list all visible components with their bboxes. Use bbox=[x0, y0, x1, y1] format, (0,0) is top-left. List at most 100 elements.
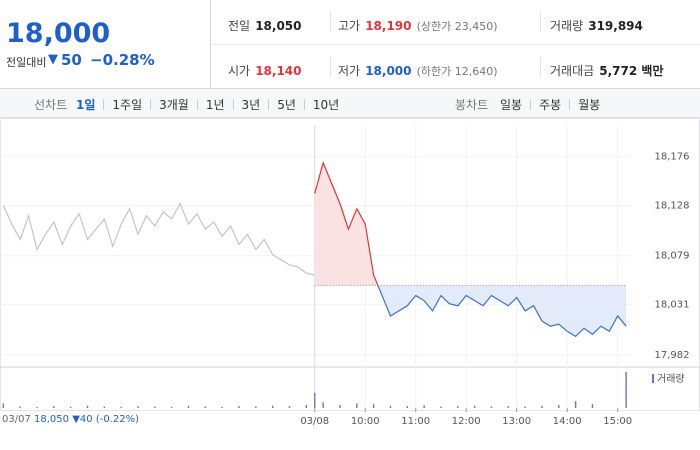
x-tick-label: 03/08 bbox=[300, 416, 329, 427]
tab[interactable]: 일봉 bbox=[500, 98, 523, 112]
caption-date: 03/07 bbox=[2, 414, 31, 425]
y-tick-label: 18,031 bbox=[655, 300, 690, 311]
volume-bar bbox=[137, 406, 139, 408]
stat-note: (상한가 23,450) bbox=[416, 20, 498, 33]
volume-bar bbox=[187, 405, 190, 408]
stat-value: 5,772 백만 bbox=[599, 64, 664, 78]
volume-bar bbox=[356, 403, 358, 408]
y-tick-label: 18,176 bbox=[655, 152, 690, 163]
stat-label: 거래량 bbox=[550, 19, 584, 33]
tab[interactable]: 5년 bbox=[277, 98, 296, 112]
x-tick-label: 14:00 bbox=[553, 416, 582, 427]
volume-bar bbox=[204, 406, 207, 408]
stat-label: 고가 bbox=[338, 19, 361, 33]
tab[interactable]: 3개월 bbox=[159, 98, 189, 112]
tab-group: 일봉 주봉 월봉 bbox=[500, 96, 600, 113]
tab[interactable]: 월봉 bbox=[578, 98, 601, 112]
y-tick-label: 18,079 bbox=[655, 251, 690, 262]
header: 18,000 전일대비 ▼ 50 −0.28% 전일 18,050 고가 18,… bbox=[0, 0, 700, 89]
volume-bar bbox=[305, 404, 308, 408]
tab-separator bbox=[303, 99, 305, 110]
line bbox=[314, 160, 627, 338]
y-tick-label: 17,982 bbox=[655, 350, 690, 361]
volume-bar bbox=[406, 406, 409, 408]
tab-separator bbox=[569, 99, 571, 110]
stat: 거래량 319,894 bbox=[550, 15, 643, 34]
stat-note: (하한가 12,640) bbox=[416, 65, 498, 78]
tab-separator bbox=[530, 99, 532, 110]
tab[interactable]: 10년 bbox=[312, 98, 340, 112]
change-pct: −0.28% bbox=[90, 51, 155, 69]
divider bbox=[330, 12, 331, 32]
tab-group-label: 봉차트 bbox=[455, 98, 489, 112]
divider bbox=[540, 57, 541, 77]
x-tick-label: 11:00 bbox=[401, 416, 430, 427]
divider bbox=[211, 44, 700, 45]
divider bbox=[330, 57, 331, 77]
volume-bar bbox=[490, 406, 493, 408]
volume-bar bbox=[288, 406, 291, 408]
volume-bar bbox=[53, 406, 55, 408]
change-arrow: ▼ bbox=[48, 52, 58, 67]
tab[interactable]: 3년 bbox=[241, 98, 261, 112]
volume-bar bbox=[103, 406, 106, 408]
tab-separator bbox=[150, 99, 152, 110]
tab[interactable]: 주봉 bbox=[539, 98, 562, 112]
caption-price: 18,050 bbox=[34, 414, 70, 425]
volume-bar bbox=[170, 406, 173, 408]
stat: 거래대금 5,772 백만 bbox=[550, 60, 663, 79]
x-tick-label: 12:00 bbox=[452, 416, 481, 427]
stat-value: 18,140 bbox=[255, 64, 302, 78]
volume-bar bbox=[574, 401, 577, 408]
volume-bar bbox=[473, 405, 476, 408]
volume-bar bbox=[457, 406, 459, 408]
tab-group-label: 선차트 bbox=[34, 98, 68, 112]
stat-value: 18,000 bbox=[365, 64, 412, 78]
x-tick-label: 10:00 bbox=[351, 416, 380, 427]
volume-bar bbox=[372, 404, 375, 408]
volume-bar bbox=[440, 406, 442, 408]
change: 50 bbox=[61, 51, 82, 69]
stat-value: 18,190 bbox=[365, 19, 412, 33]
volume-bar bbox=[271, 405, 274, 408]
legend-label: 거래량 bbox=[657, 373, 685, 385]
volume-bar bbox=[314, 392, 316, 408]
stat: 저가 18,000 (하한가 12,640) bbox=[338, 60, 498, 79]
area bbox=[314, 162, 627, 337]
volume-bar bbox=[19, 406, 21, 408]
volume-bar bbox=[255, 406, 257, 408]
legend-swatch bbox=[652, 374, 654, 383]
volume-bar bbox=[339, 404, 341, 408]
volume-bar bbox=[36, 406, 38, 408]
volume-bar bbox=[507, 406, 509, 408]
stat-value: 18,050 bbox=[255, 19, 302, 33]
volume-bar bbox=[221, 406, 223, 408]
x-tick-label: 15:00 bbox=[603, 416, 632, 427]
volume-bar bbox=[322, 402, 324, 408]
tab-group: 1일 1주일 3개월 1년 3년 5년 10년 bbox=[76, 96, 339, 113]
volume-bar bbox=[524, 406, 526, 408]
volume-bar bbox=[423, 405, 425, 408]
stat: 고가 18,190 (상한가 23,450) bbox=[338, 15, 498, 34]
tab[interactable]: 1일 bbox=[76, 98, 96, 112]
volume-bar bbox=[2, 403, 5, 408]
volume-bar bbox=[69, 406, 72, 408]
volume-bar bbox=[591, 404, 594, 408]
stat-value: 319,894 bbox=[588, 19, 643, 33]
volume-bar bbox=[625, 371, 627, 408]
stat-label: 저가 bbox=[338, 64, 361, 78]
tab[interactable]: 1주일 bbox=[112, 98, 143, 112]
tab[interactable]: 1년 bbox=[205, 98, 225, 112]
tab-separator bbox=[196, 99, 198, 110]
stat: 시가 18,140 bbox=[228, 60, 302, 79]
volume-bar bbox=[238, 406, 240, 408]
tab-separator bbox=[232, 99, 234, 110]
divider bbox=[210, 0, 211, 88]
volume-bar bbox=[120, 406, 122, 408]
stat-label: 시가 bbox=[228, 64, 251, 78]
tab-separator bbox=[103, 99, 105, 110]
change-label: 전일대비 bbox=[6, 56, 47, 69]
line bbox=[2, 202, 315, 276]
divider bbox=[540, 12, 541, 32]
